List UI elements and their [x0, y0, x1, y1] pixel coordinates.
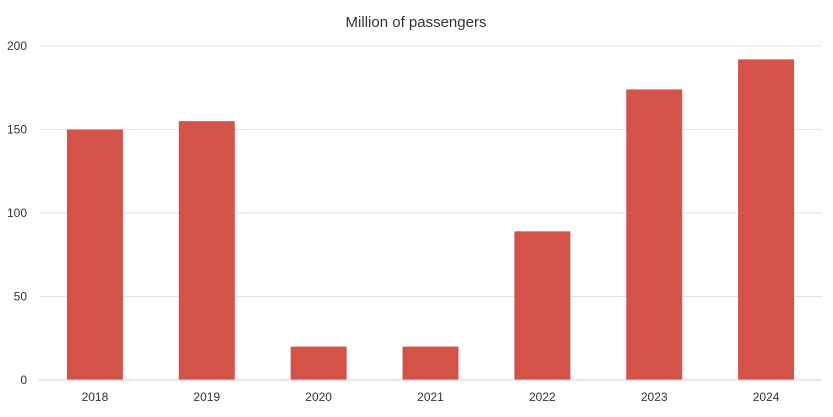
- x-tick-label-2020: 2020: [305, 390, 332, 404]
- x-tick-label-2022: 2022: [529, 390, 556, 404]
- bar-2023: [626, 89, 683, 381]
- x-axis-tick-labels: 2018 2019 2020 2021 2022 2023 2024: [82, 390, 780, 404]
- x-tick-label-2023: 2023: [641, 390, 668, 404]
- bar-2019: [178, 121, 235, 381]
- y-tick-label: 0: [20, 373, 27, 387]
- bar-2021: [402, 346, 459, 380]
- y-tick-label: 200: [7, 39, 27, 53]
- x-tick-label-2019: 2019: [193, 390, 220, 404]
- bar-2024: [738, 59, 795, 381]
- gridlines: [39, 45, 822, 297]
- y-tick-label: 150: [7, 123, 27, 137]
- y-tick-label: 50: [14, 290, 28, 304]
- bar-2018: [66, 129, 123, 380]
- bars: [66, 59, 795, 381]
- y-axis-tick-labels: 0 50 100 150 200: [7, 39, 27, 387]
- bar-2020: [290, 346, 347, 380]
- x-tick-label-2021: 2021: [417, 390, 444, 404]
- chart-title: Million of passengers: [346, 14, 487, 31]
- x-tick-label-2024: 2024: [753, 390, 780, 404]
- bar-2022: [514, 231, 571, 380]
- x-tick-label-2018: 2018: [82, 390, 109, 404]
- y-tick-label: 100: [7, 206, 27, 220]
